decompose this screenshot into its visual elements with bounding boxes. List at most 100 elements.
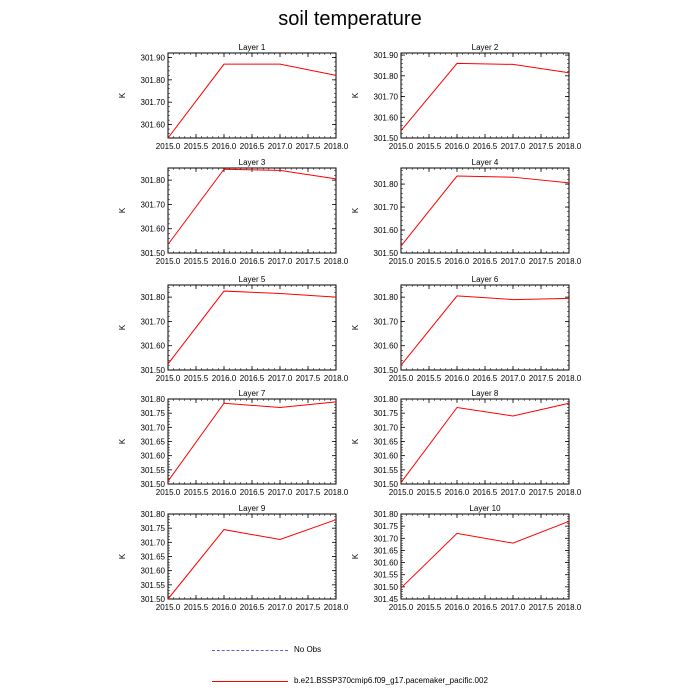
y-tick-label: 301.45 — [374, 595, 399, 604]
y-tick-label: 301.60 — [141, 121, 166, 130]
y-tick-label: 301.50 — [374, 134, 399, 143]
y-tick-label: 301.80 — [141, 293, 166, 302]
y-tick-label: 301.80 — [374, 395, 399, 404]
series-line-1 — [400, 520, 570, 589]
y-tick-label: 301.65 — [141, 438, 166, 447]
x-tick-label: 2017.5 — [529, 603, 554, 612]
x-tick-label: 2017.5 — [296, 257, 321, 266]
x-tick-label: 2017.0 — [501, 374, 526, 383]
panel-title: Layer 7 — [239, 389, 266, 398]
x-tick-label: 2017.5 — [296, 488, 321, 497]
y-tick-label: 301.50 — [374, 480, 399, 489]
x-tick-label: 2015.0 — [156, 488, 181, 497]
panel-title: Layer 6 — [472, 275, 499, 284]
panel-title: Layer 8 — [472, 389, 499, 398]
x-tick-label: 2015.0 — [156, 374, 181, 383]
y-axis-label: K — [351, 438, 360, 444]
x-tick-label: 2018.0 — [324, 603, 349, 612]
y-tick-label: 301.70 — [141, 317, 166, 326]
x-tick-label: 2016.5 — [473, 257, 498, 266]
y-tick-label: 301.90 — [374, 51, 399, 60]
y-tick-label: 301.80 — [374, 293, 399, 302]
x-tick-label: 2018.0 — [557, 488, 582, 497]
series-line-1 — [400, 402, 570, 483]
x-tick-label: 2015.5 — [417, 374, 442, 383]
x-tick-label: 2017.5 — [296, 142, 321, 151]
y-tick-label: 301.90 — [141, 53, 166, 62]
panel-title: Layer 10 — [469, 504, 501, 513]
x-tick-label: 2018.0 — [557, 257, 582, 266]
series-line-1 — [400, 175, 570, 247]
x-tick-label: 2015.5 — [184, 374, 209, 383]
y-tick-label: 301.55 — [374, 466, 399, 475]
x-tick-label: 2016.5 — [240, 374, 265, 383]
panel-frame — [400, 513, 570, 600]
x-tick-label: 2016.0 — [445, 374, 470, 383]
x-tick-label: 2018.0 — [324, 488, 349, 497]
y-tick-label: 301.65 — [374, 438, 399, 447]
y-tick-label: 301.70 — [141, 200, 166, 209]
x-tick-label: 2018.0 — [557, 142, 582, 151]
y-tick-label: 301.80 — [374, 510, 399, 519]
x-tick-label: 2018.0 — [324, 142, 349, 151]
y-tick-label: 301.80 — [141, 176, 166, 185]
y-tick-label: 301.70 — [374, 423, 399, 432]
x-tick-label: 2016.5 — [473, 488, 498, 497]
x-tick-label: 2017.0 — [501, 142, 526, 151]
y-tick-label: 301.50 — [141, 249, 166, 258]
series-line-1 — [167, 168, 337, 245]
y-tick-label: 301.50 — [374, 249, 399, 258]
x-tick-label: 2016.5 — [473, 603, 498, 612]
panel-frame — [400, 52, 570, 139]
y-tick-label: 301.50 — [374, 583, 399, 592]
legend-label-model-run: b.e21.BSSP370cmip6.f09_g17.pacemaker_pac… — [294, 676, 488, 685]
y-tick-label: 301.70 — [374, 203, 399, 212]
x-tick-label: 2016.0 — [212, 142, 237, 151]
x-tick-label: 2017.5 — [529, 488, 554, 497]
page-title: soil temperature — [278, 8, 422, 30]
y-tick-label: 301.70 — [141, 423, 166, 432]
x-tick-label: 2015.5 — [417, 488, 442, 497]
legend-label-no-obs: No Obs — [294, 645, 322, 654]
x-tick-label: 2016.5 — [240, 142, 265, 151]
y-tick-label: 301.75 — [374, 522, 399, 531]
y-tick-label: 301.80 — [141, 76, 166, 85]
panel-title: Layer 5 — [239, 275, 266, 284]
y-axis-label: K — [118, 553, 127, 559]
x-tick-label: 2016.0 — [212, 603, 237, 612]
x-tick-label: 2015.5 — [184, 488, 209, 497]
x-tick-label: 2017.0 — [268, 603, 293, 612]
y-axis-label: K — [351, 92, 360, 98]
x-tick-label: 2016.5 — [473, 374, 498, 383]
x-tick-label: 2017.0 — [268, 374, 293, 383]
y-tick-label: 301.80 — [141, 395, 166, 404]
y-axis-label: K — [351, 207, 360, 213]
x-tick-label: 2015.0 — [156, 603, 181, 612]
x-tick-label: 2015.0 — [156, 257, 181, 266]
y-axis-label: K — [118, 207, 127, 213]
series-line-1 — [167, 63, 337, 139]
y-tick-label: 301.75 — [141, 524, 166, 533]
y-tick-label: 301.60 — [141, 567, 166, 576]
x-tick-label: 2015.0 — [156, 142, 181, 151]
x-tick-label: 2015.5 — [417, 142, 442, 151]
y-tick-label: 301.50 — [141, 480, 166, 489]
x-tick-label: 2016.5 — [473, 142, 498, 151]
x-tick-label: 2017.5 — [529, 374, 554, 383]
y-axis-label: K — [118, 438, 127, 444]
y-tick-label: 301.60 — [374, 452, 399, 461]
x-tick-label: 2015.0 — [389, 142, 414, 151]
x-tick-label: 2016.0 — [212, 374, 237, 383]
x-tick-label: 2015.0 — [389, 374, 414, 383]
x-tick-label: 2016.0 — [445, 257, 470, 266]
x-tick-label: 2017.5 — [529, 142, 554, 151]
y-axis-label: K — [118, 324, 127, 330]
